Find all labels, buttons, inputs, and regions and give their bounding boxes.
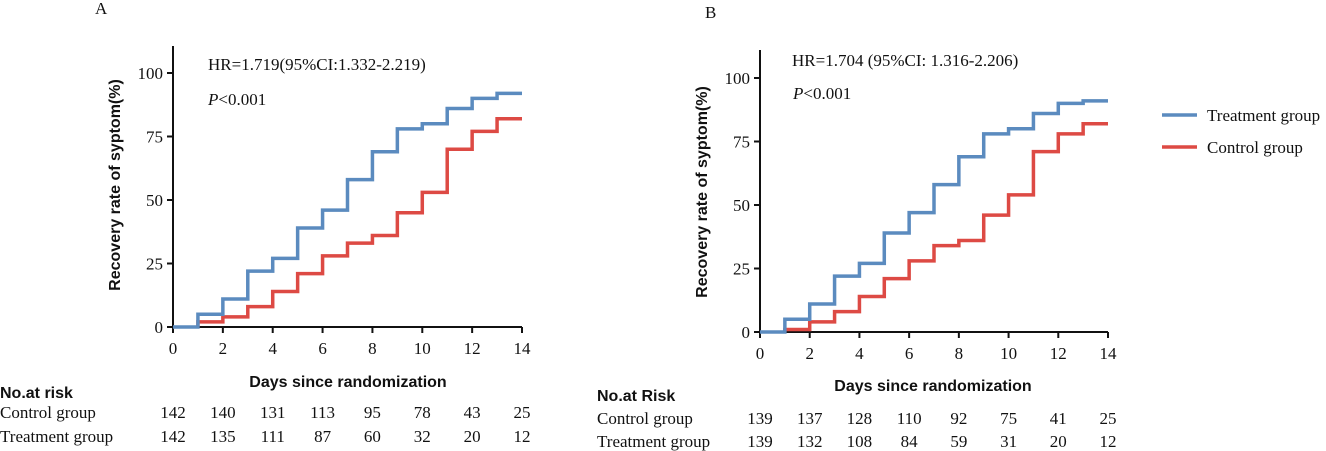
panel-b-risk-title: No.at Risk	[597, 388, 675, 405]
panel-a-risk-table: No.at risk Control group Treatment group…	[0, 385, 531, 446]
panel-a-x-tick-label: 8	[368, 339, 377, 358]
panel-a-x-tick-label: 2	[219, 339, 228, 358]
panel-a-risk-value: 60	[364, 427, 381, 446]
panel-a-risk-value: 78	[414, 403, 431, 422]
panel-b-risk-value: 31	[1000, 432, 1017, 451]
panel-b-plot: 0 25 50 75 100 0 2 4 6 8 10 12 14	[725, 50, 1118, 363]
panel-a-y-axis-label: Recovery rate of syptom(%)	[107, 79, 124, 291]
panel-b-risk-value: 137	[797, 409, 823, 428]
panel-a-risk-value: 131	[260, 403, 286, 422]
panel-a-risk-value: 135	[210, 427, 236, 446]
panel-b-y-tick-label: 0	[742, 323, 751, 342]
panel-b-risk-value: 84	[901, 432, 919, 451]
panel-a-risk-value: 12	[514, 427, 531, 446]
panel-a-risk-value: 87	[314, 427, 332, 446]
panel-b-x-tick-label: 8	[955, 344, 964, 363]
panel-b-x-tick-label: 12	[1050, 344, 1067, 363]
panel-a-hr-text: HR=1.719(95%CI:1.332-2.219)	[208, 55, 426, 74]
panel-b-x-axis-label: Days since randomization	[834, 378, 1031, 395]
legend-control-label: Control group	[1207, 138, 1303, 157]
panel-a-risk-row-label-control: Control group	[0, 403, 96, 422]
panel-a-risk-value: 95	[364, 403, 381, 422]
panel-b: B 0 25 50 75 100 0 2 4 6 8 10 12 14 HR=1.704 (95%CI:…	[597, 3, 1117, 451]
panel-a-control-group-curve	[196, 116, 522, 327]
panel-a-risk-values: 142 140 131 113 95 78 43 25 142 135 111 87 60 32 20 12	[160, 403, 530, 446]
panel-b-treatment-group-curve	[760, 99, 1108, 334]
panel-b-risk-value: 132	[797, 432, 823, 451]
panel-b-risk-value: 12	[1100, 432, 1117, 451]
panel-a-risk-value: 25	[514, 403, 531, 422]
legend-treatment-label: Treatment group	[1207, 106, 1320, 125]
panel-b-risk-value: 139	[747, 409, 773, 428]
panel-b-p-text: P<0.001	[792, 84, 851, 103]
panel-b-y-tick-label: 50	[733, 196, 750, 215]
panel-b-y-tick-label: 75	[733, 133, 750, 152]
panel-b-risk-value: 139	[747, 432, 773, 451]
panel-b-risk-table: No.at Risk Control group Treatment group…	[597, 388, 1117, 451]
panel-a-risk-title: No.at risk	[0, 385, 73, 402]
panel-b-risk-value: 108	[847, 432, 873, 451]
panel-b-risk-value: 41	[1050, 409, 1067, 428]
panel-a-x-tick-label: 12	[464, 339, 481, 358]
panel-a-y-tick-label: 50	[146, 191, 163, 210]
panel-b-risk-value: 110	[897, 409, 922, 428]
panel-a-y-tick-label: 75	[146, 128, 163, 147]
panel-b-y-tick-label: 25	[733, 260, 750, 279]
panel-a-x-tick-label: 4	[268, 339, 277, 358]
panel-a-risk-value: 140	[210, 403, 236, 422]
panel-b-control-group-curve	[783, 121, 1108, 332]
panel-a-risk-value: 113	[310, 403, 335, 422]
panel-b-x-tick-label: 14	[1100, 344, 1118, 363]
panel-b-risk-value: 75	[1000, 409, 1017, 428]
panel-a-risk-value: 20	[464, 427, 481, 446]
panel-b-label: B	[705, 3, 716, 22]
panel-b-risk-values: 139 137 128 110 92 75 41 25 139 132 108 84 59 31 20 12	[747, 409, 1116, 451]
panel-a-risk-value: 142	[160, 427, 186, 446]
panel-a-risk-value: 142	[160, 403, 186, 422]
panel-a-label: A	[95, 0, 108, 18]
panel-a-x-axis-label: Days since randomization	[249, 374, 446, 391]
panel-b-x-tick-label: 4	[855, 344, 864, 363]
panel-b-x-tick-label: 10	[1000, 344, 1017, 363]
panel-b-risk-row-label-control: Control group	[597, 409, 693, 428]
panel-b-risk-value: 128	[847, 409, 873, 428]
panel-a-x-tick-label: 14	[514, 339, 532, 358]
panel-b-y-axis-label: Recovery rate of syptom(%)	[694, 86, 711, 298]
panel-a-p-text: P<0.001	[207, 90, 266, 109]
panel-a-x-tick-label: 0	[169, 339, 178, 358]
legend: Treatment group Control group	[1162, 106, 1320, 157]
panel-a-risk-value: 43	[464, 403, 481, 422]
panel-a-risk-value: 111	[261, 427, 285, 446]
panel-b-y-tick-label: 100	[725, 69, 751, 88]
panel-b-hr-text: HR=1.704 (95%CI: 1.316-2.206)	[792, 51, 1018, 70]
panel-a-y-tick-label: 100	[138, 64, 164, 83]
panel-a-y-tick-label: 25	[146, 255, 163, 274]
panel-a-y-tick-label: 0	[155, 318, 164, 337]
panel-b-risk-value: 20	[1050, 432, 1067, 451]
panel-b-x-tick-label: 2	[805, 344, 814, 363]
panel-a: A 0 25 50 75 100 0 2 4 6 8 10 12 14 HR=1.719(95%CI:1…	[0, 0, 531, 446]
panel-a-x-tick-label: 6	[318, 339, 327, 358]
panel-a-treatment-group-curve	[173, 91, 522, 329]
panel-b-risk-value: 25	[1100, 409, 1117, 428]
panel-b-x-tick-label: 0	[756, 344, 765, 363]
panel-b-risk-row-label-treatment: Treatment group	[597, 432, 710, 451]
panel-b-risk-value: 59	[950, 432, 967, 451]
panel-b-risk-value: 92	[950, 409, 967, 428]
panel-a-risk-value: 32	[414, 427, 431, 446]
panel-a-plot: 0 25 50 75 100 0 2 4 6 8 10 12 14	[138, 46, 532, 358]
panel-a-x-tick-label: 10	[414, 339, 431, 358]
panel-a-risk-row-label-treatment: Treatment group	[0, 427, 113, 446]
panel-b-x-tick-label: 6	[905, 344, 914, 363]
